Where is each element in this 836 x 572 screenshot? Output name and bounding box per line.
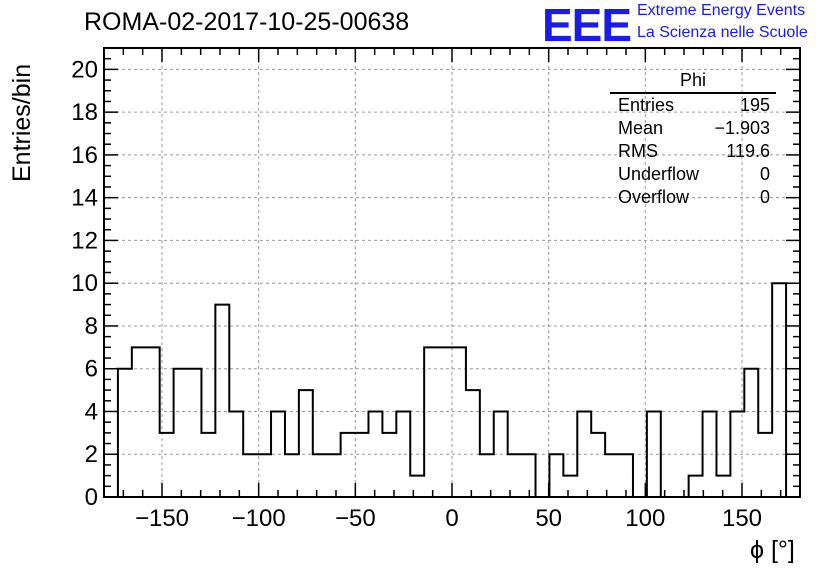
stats-label: Mean [618,118,664,138]
stats-value: 0 [759,164,770,184]
stats-row-underflow: Underflow 0 [610,163,776,186]
histogram-bin [494,411,508,497]
stats-value: −1.903 [714,118,770,138]
histogram-bin [563,476,577,497]
histogram-bin [452,347,466,497]
histogram-bin [744,369,758,497]
histogram-bin [313,454,327,497]
y-tick-label: 8 [85,313,98,340]
histogram-bin [396,411,410,497]
histogram-bins [116,282,788,498]
histogram-bin [355,433,369,497]
stats-box: Phi Entries 195 Mean −1.903 RMS 119.6 Un… [610,70,776,209]
y-tick-label: 18 [71,99,98,126]
x-tick-label: −150 [135,505,189,532]
stats-row-mean: Mean −1.903 [610,117,776,140]
stats-label: Overflow [618,187,690,207]
histogram-bin [577,411,591,497]
histogram-bin [591,433,605,497]
histogram-bin [522,454,536,497]
stats-row-entries: Entries 195 [610,94,776,117]
histogram-bin [689,476,703,497]
histogram-bin [716,476,730,497]
histogram-bin [327,454,341,497]
eee-logo: EEE [542,0,632,51]
y-tick-label: 14 [71,185,98,212]
stats-row-overflow: Overflow 0 [610,186,776,209]
histogram-bin [243,454,257,497]
histogram-bin [549,454,563,497]
y-tick-label: 0 [85,484,98,511]
stats-row-rms: RMS 119.6 [610,140,776,163]
run-title: ROMA-02-2017-10-25-00638 [84,8,410,36]
histogram-bin [229,411,243,497]
histogram-outline [116,282,788,498]
histogram-bin [438,347,452,497]
stats-label: Underflow [618,164,700,184]
histogram-bin [341,433,355,497]
histogram-bin [703,411,717,497]
y-tick-label: 20 [71,56,98,83]
histogram-bin [480,454,494,497]
y-tick-label: 6 [85,356,98,383]
stats-label: Entries [618,95,675,115]
y-axis-label: Entries/bin [8,63,36,182]
histogram-bin [772,283,786,497]
x-tick-label: 50 [535,505,562,532]
histogram-bin [410,476,424,497]
y-tick-label: 4 [85,398,98,425]
y-tick-label: 16 [71,142,98,169]
logo-line-1: Extreme Energy Events [637,2,806,19]
histogram-bin [647,411,661,497]
histogram-bin [299,390,313,497]
x-tick-label: 100 [625,505,665,532]
y-tick-label: 10 [71,270,98,297]
x-tick-label: 0 [445,505,458,532]
tick-labels: −150 −100 −50 0 50 100 150 0 2 4 6 8 10 12 14 16 18 20 [71,56,762,532]
logo-line-2: La Scienza nelle Scuole [637,24,808,41]
x-tick-label: 150 [722,505,762,532]
histogram-bin [382,433,396,497]
stats-title: Phi [610,70,776,94]
histogram-bin [758,433,772,497]
histogram-bin [466,390,480,497]
x-tick-label: −100 [232,505,286,532]
x-axis-label: ϕ [°] [750,536,795,564]
histogram-bin [424,347,438,497]
histogram-bin [188,369,202,497]
histogram-bin [201,433,215,497]
y-tick-label: 12 [71,227,98,254]
histogram-bin [146,347,160,497]
y-tick-label: 2 [85,441,98,468]
stats-value: 195 [739,95,770,115]
x-tick-label: −50 [335,505,376,532]
histogram-bin [132,347,146,497]
stats-value: 119.6 [726,141,770,161]
grid-lines [104,48,800,497]
stats-value: 0 [759,187,770,207]
histogram-bin [174,369,188,497]
histogram-bin [368,411,382,497]
histogram-bin [118,369,132,497]
histogram-bin [271,411,285,497]
histogram-bin [215,305,229,497]
axes [103,47,801,498]
stats-label: RMS [618,141,658,161]
